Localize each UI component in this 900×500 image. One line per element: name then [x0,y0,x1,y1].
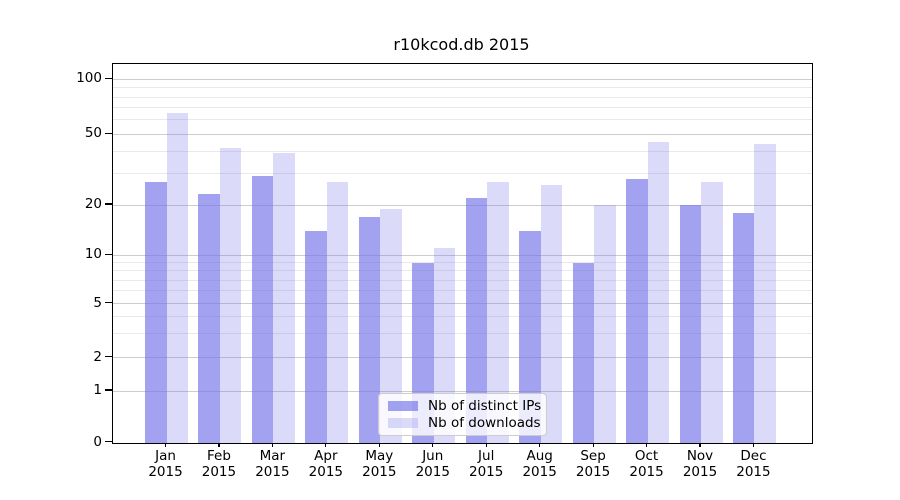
minor-gridline [113,316,812,318]
x-tick-label: Dec 2015 [736,448,771,480]
x-tick-label: Jan 2015 [148,448,183,480]
bar-nb-of-downloads-feb [219,147,242,443]
bar-nb-of-distinct-ips-may [358,216,381,443]
x-tick-label: Feb 2015 [201,448,237,480]
legend-swatch-distinct-ips [388,401,418,412]
bar-nb-of-downloads-aug [540,184,563,443]
y-tick-label: 100 [76,70,102,87]
y-tick-label: 1 [93,382,102,398]
x-tick [164,442,167,447]
y-tick [105,132,112,134]
x-tick [592,442,594,447]
minor-gridline [113,87,812,89]
bar-nb-of-distinct-ips-nov [679,205,701,443]
bar-nb-of-distinct-ips-aug [519,230,541,443]
x-tick [378,442,380,447]
bar-nb-of-distinct-ips-feb [198,194,220,443]
y-tick-label: 2 [93,348,102,365]
bar-nb-of-distinct-ips-apr [305,230,327,443]
y-tick [105,389,112,391]
major-gridline [113,78,812,80]
bar-nb-of-downloads-sep [594,205,616,443]
bar-nb-of-downloads-apr [326,181,349,443]
chart-title: r10kcod.db 2015 [393,35,530,54]
minor-gridline [113,173,812,175]
x-tick [432,442,434,447]
minor-gridline [113,151,812,153]
x-tick [325,442,327,447]
bar-nb-of-downloads-nov [701,181,723,443]
bar-nb-of-downloads-mar [273,153,295,443]
bar-nb-of-distinct-ips-sep [572,262,595,443]
x-tick [539,442,541,447]
y-tick-label: 10 [84,246,102,263]
bar-nb-of-downloads-may [380,208,402,443]
legend-label-downloads: Nb of downloads [428,414,541,431]
x-tick [645,442,648,447]
y-tick [105,356,112,358]
bar-nb-of-distinct-ips-jan [145,181,167,443]
minor-gridline [113,290,812,292]
minor-gridline [113,333,812,335]
x-tick-label: May 2015 [362,448,397,480]
legend-label-distinct-ips: Nb of distinct IPs [428,398,542,415]
legend-swatch-downloads [388,417,418,428]
minor-gridline [113,119,812,121]
minor-gridline [113,262,812,264]
major-gridline [113,357,812,359]
minor-gridline [113,107,812,109]
bar-nb-of-downloads-jan [166,113,188,443]
x-tick-label: Mar 2015 [255,448,290,480]
x-tick-label: Sep 2015 [575,448,611,480]
legend-item-downloads: Nb of downloads [388,414,541,432]
x-tick-label: Aug 2015 [522,448,557,480]
y-tick-label: 50 [84,125,102,142]
major-gridline [113,204,812,206]
plot-area: Nb of distinct IPs Nb of downloads [112,63,813,444]
x-tick-label: Apr 2015 [308,448,344,480]
minor-gridline [113,279,812,281]
bar-nb-of-downloads-jul [487,181,509,443]
major-gridline [113,390,812,392]
x-tick-label: Nov 2015 [682,448,718,480]
major-gridline [113,133,812,135]
x-tick [271,442,273,447]
x-tick-label: Jun 2015 [415,448,450,480]
major-gridline [113,254,812,256]
bar-nb-of-distinct-ips-mar [251,176,274,443]
legend: Nb of distinct IPs Nb of downloads [378,393,547,436]
y-tick [105,77,112,79]
y-tick [105,440,112,443]
legend-item-distinct-ips: Nb of distinct IPs [388,398,542,415]
bar-nb-of-distinct-ips-dec [732,212,755,443]
y-tick-label: 5 [93,294,102,311]
x-tick [218,442,220,447]
x-tick [485,442,487,447]
minor-gridline [113,270,812,272]
x-tick [752,442,755,447]
x-tick-label: Jul 2015 [469,448,504,480]
bar-nb-of-downloads-oct [647,142,670,443]
x-tick [699,442,701,447]
y-tick [105,302,112,304]
major-gridline [113,303,812,305]
bar-nb-of-distinct-ips-oct [626,179,648,443]
y-tick-label: 20 [84,196,102,212]
minor-gridline [113,96,812,98]
y-tick [105,203,112,205]
y-tick-label: 0 [93,433,102,450]
y-tick [105,253,112,255]
bar-nb-of-downloads-dec [754,144,776,443]
bar-nb-of-distinct-ips-jul [465,197,488,443]
x-tick-label: Oct 2015 [629,448,664,480]
